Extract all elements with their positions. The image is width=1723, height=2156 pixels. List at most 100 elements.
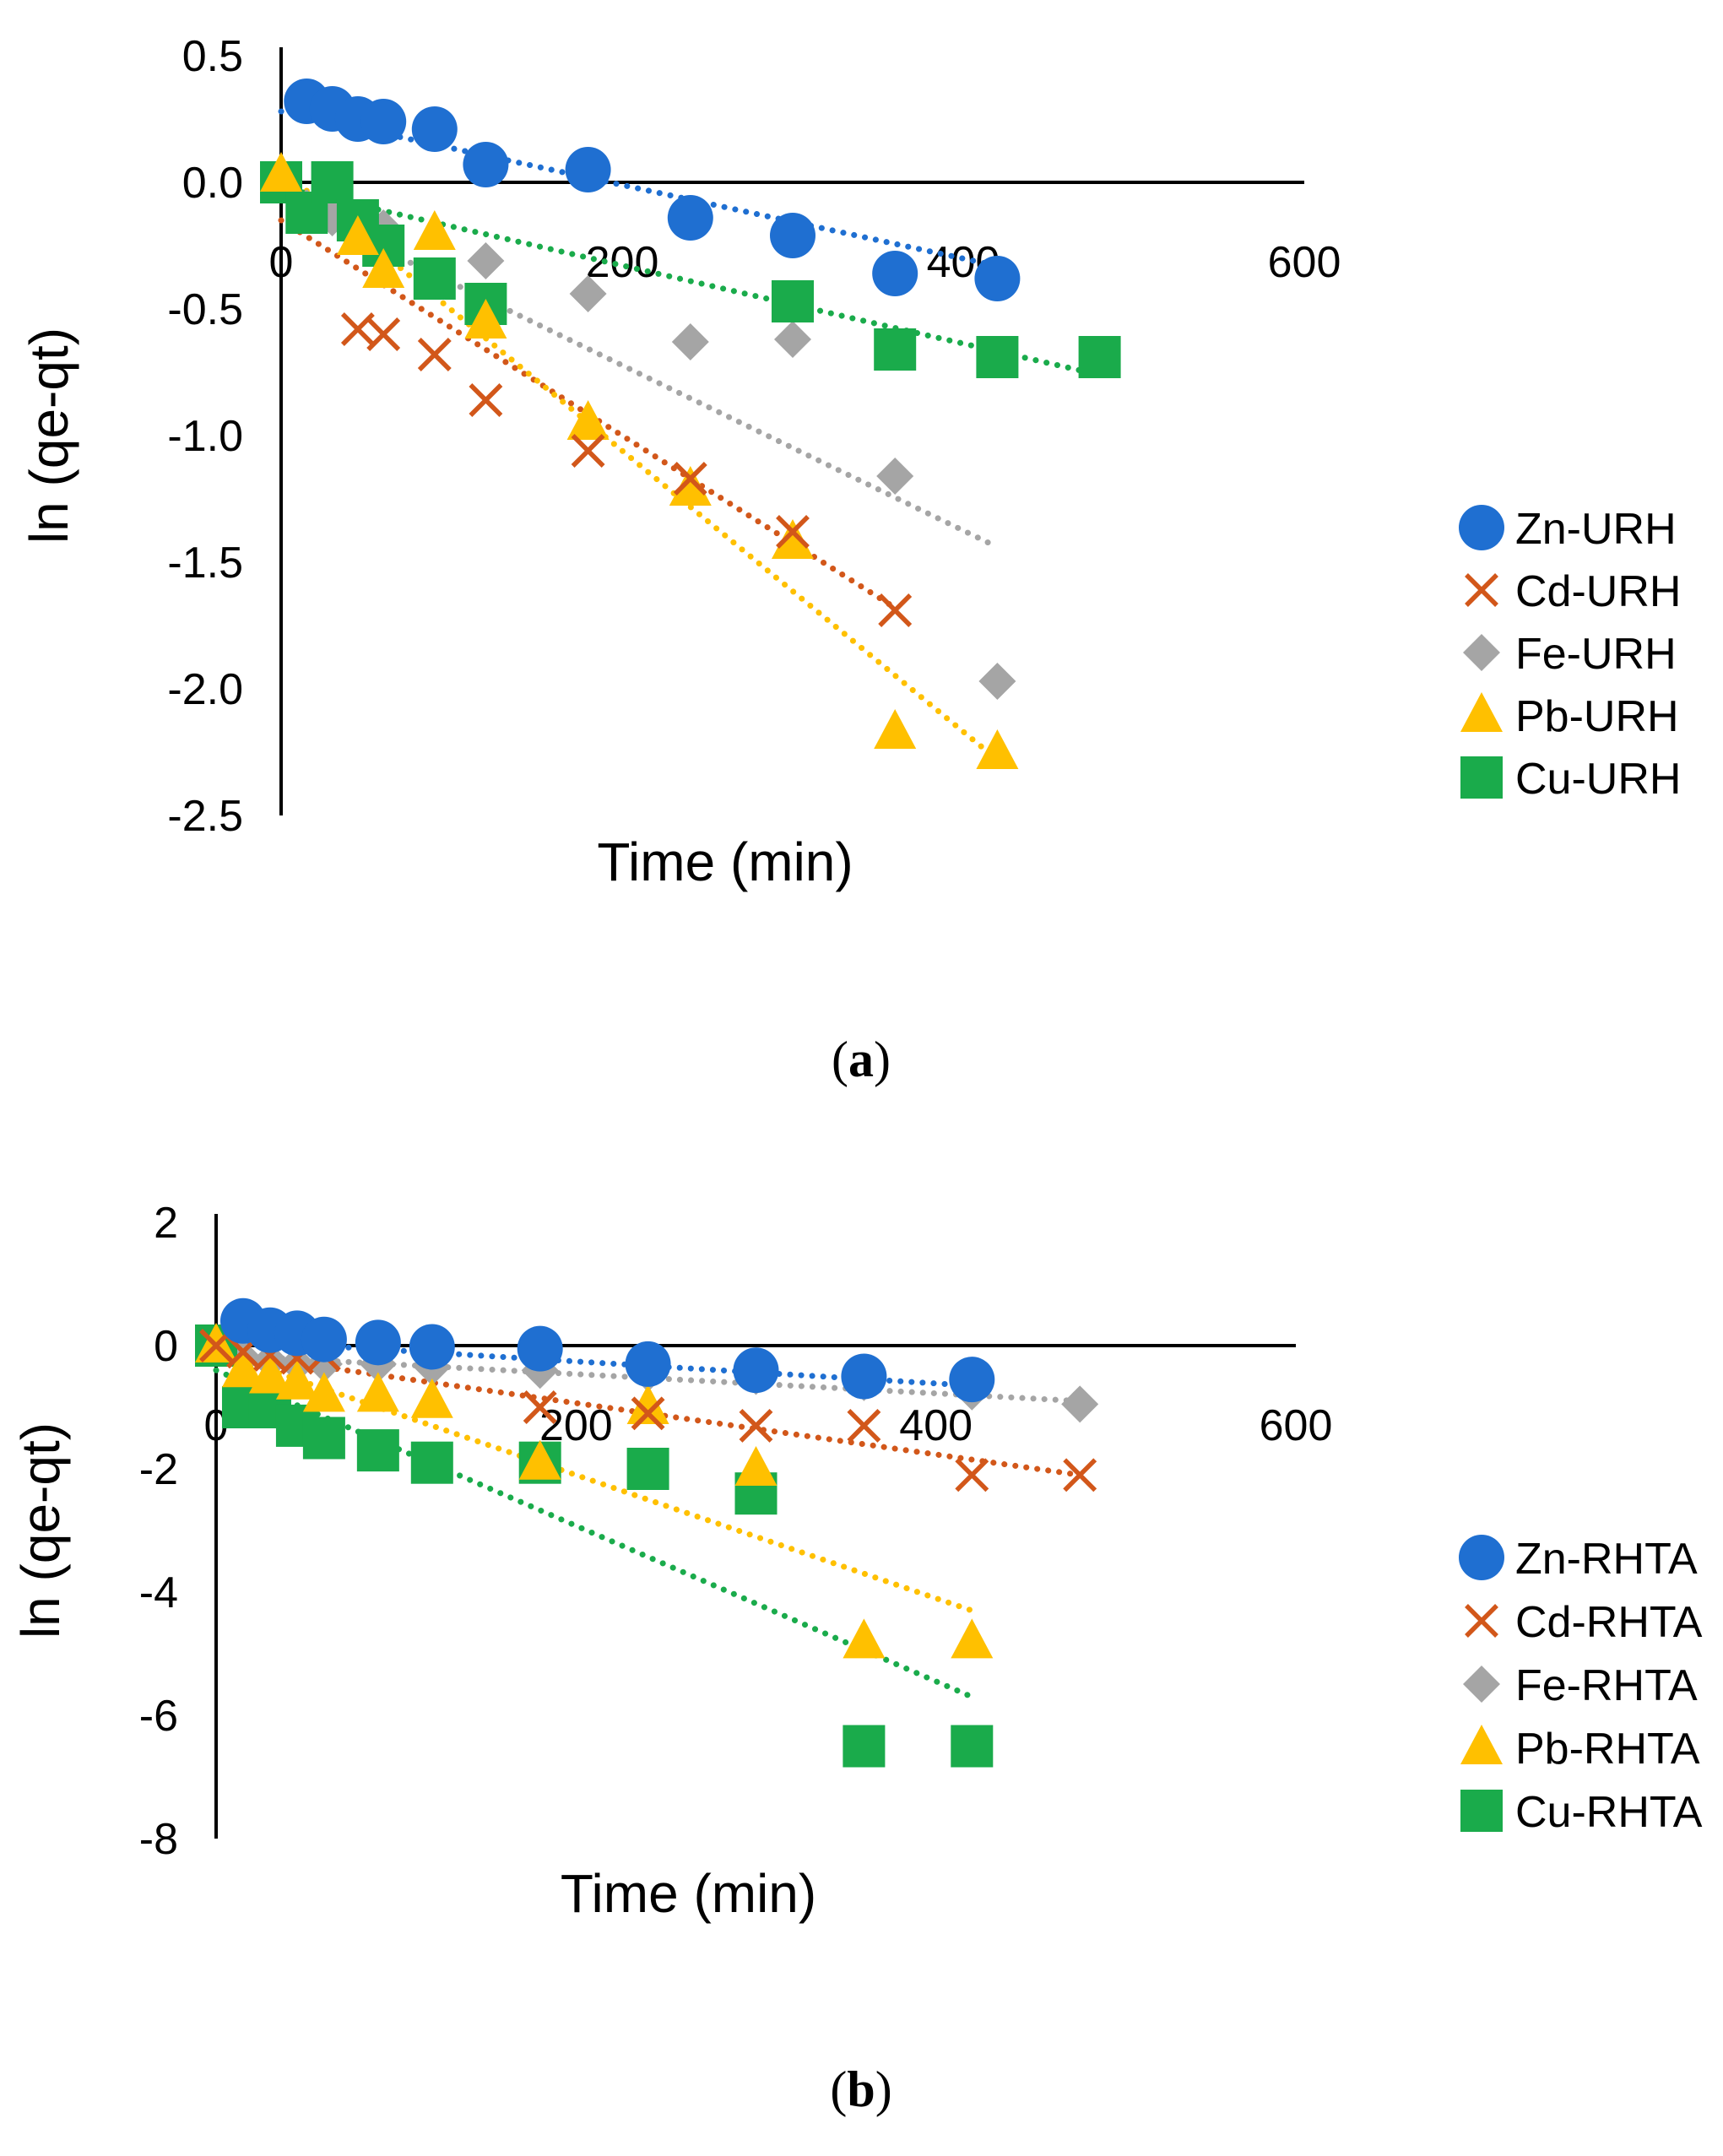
trendline-zn-urh: [278, 108, 1000, 269]
x-axis-title: Time (min): [597, 832, 853, 892]
data-point-pb-urh: [336, 215, 379, 255]
data-point-zn-urh: [667, 195, 713, 241]
legend-item-pb-urh: Pb-URH: [1460, 692, 1679, 741]
data-point-cu-urh: [311, 161, 354, 203]
data-point-pb-urh: [413, 210, 456, 250]
y-tick-label: -2.5: [167, 792, 243, 841]
legend-item-cu-rhta: Cu-RHTA: [1460, 1788, 1703, 1837]
data-point-fe-urh: [569, 275, 607, 312]
data-point-cu-rhta: [843, 1725, 886, 1768]
data-point-zn-urh: [770, 213, 815, 258]
data-point-cd-urh: [776, 515, 810, 549]
data-point-cd-urh: [673, 462, 707, 496]
x-tick-label: 600: [1260, 1401, 1333, 1450]
data-point-pb-urh: [772, 519, 814, 559]
data-point-cd-rhta: [739, 1408, 773, 1443]
legend-label: Pb-URH: [1515, 692, 1679, 741]
trendline-cu-urh: [278, 184, 1103, 378]
x-tick-label: 0: [269, 238, 294, 287]
data-point-cd-rhta: [955, 1458, 989, 1492]
legend-label: Zn-URH: [1515, 505, 1677, 554]
y-tick-label: -2: [139, 1445, 178, 1494]
series-pb-rhta: [195, 1323, 994, 1659]
data-point-pb-urh: [566, 400, 610, 440]
data-point-fe-urh: [876, 458, 914, 495]
data-point-pb-rhta: [221, 1347, 264, 1388]
data-point-pb-rhta: [302, 1372, 345, 1412]
x-tick-label: 200: [586, 238, 659, 287]
legend-marker-cd-rhta: [1465, 1604, 1498, 1638]
legend: Zn-RHTA Cd-RHTA Fe-RHTA Pb-RHTA Cu-RHTA: [1459, 1535, 1703, 1837]
legend-marker-fe-rhta: [1463, 1666, 1500, 1703]
data-point-cd-urh: [340, 312, 375, 346]
data-point-cu-urh: [1078, 336, 1121, 378]
y-tick-label: -8: [139, 1815, 178, 1864]
data-point-zn-rhta: [625, 1341, 671, 1387]
series-cd-urh: [340, 312, 913, 627]
data-point-zn-rhta: [409, 1324, 455, 1370]
legend-marker-fe-urh: [1463, 634, 1500, 671]
y-tick-label: -0.5: [167, 285, 243, 334]
trendline-cd-rhta: [213, 1348, 1083, 1478]
data-point-cd-urh: [571, 434, 605, 468]
trendline-cu-rhta: [213, 1367, 975, 1700]
data-point-pb-urh: [976, 729, 1019, 769]
legend-label: Zn-RHTA: [1515, 1535, 1698, 1584]
data-point-pb-rhta: [356, 1372, 399, 1412]
data-point-cu-rhta: [410, 1441, 453, 1484]
data-point-pb-rhta: [843, 1618, 886, 1659]
data-point-cd-rhta: [523, 1390, 557, 1424]
y-axis-title: ln (qe-qt): [19, 328, 79, 544]
y-tick-label: 0.0: [182, 159, 243, 208]
legend-label: Cd-RHTA: [1515, 1598, 1703, 1647]
data-point-pb-rhta: [518, 1439, 561, 1480]
data-point-cd-urh: [878, 593, 913, 627]
data-point-pb-rhta: [626, 1384, 669, 1424]
data-point-cd-rhta: [1063, 1458, 1097, 1492]
x-tick-label: 600: [1268, 238, 1341, 287]
y-tick-label: 0.5: [182, 32, 243, 81]
panel-label: (a): [832, 1032, 891, 1087]
data-point-zn-urh: [360, 99, 407, 144]
data-point-fe-urh: [467, 242, 505, 279]
legend: Zn-URH Cd-URH Fe-URH Pb-URH Cu-URH: [1459, 505, 1681, 804]
x-tick-label: 400: [899, 1401, 973, 1450]
data-point-zn-rhta: [517, 1325, 563, 1372]
legend-label: Fe-URH: [1515, 630, 1677, 679]
trendline-pb-urh: [278, 166, 1000, 763]
data-point-cu-urh: [874, 328, 917, 371]
legend-marker-cu-rhta: [1460, 1790, 1503, 1832]
series-zn-urh: [284, 79, 1021, 301]
y-tick-label: 2: [154, 1199, 178, 1248]
x-axis-title: Time (min): [561, 1863, 816, 1924]
legend-marker-zn-urh: [1459, 505, 1504, 550]
panel-label: (b): [830, 2061, 891, 2117]
data-point-pb-rhta: [248, 1353, 291, 1394]
series-zn-rhta: [219, 1297, 995, 1403]
data-point-fe-urh: [978, 663, 1016, 700]
data-point-cd-urh: [366, 317, 401, 351]
legend-item-cd-urh: Cd-URH: [1465, 567, 1681, 616]
legend-marker-cd-urh: [1465, 573, 1498, 607]
legend-label: Cu-URH: [1515, 755, 1681, 804]
chart-panel-a: 0.50.0-0.5-1.0-1.5-2.0-2.50 200 400 600Time…: [19, 32, 1681, 1087]
y-tick-label: 0: [154, 1322, 178, 1371]
data-point-fe-urh: [774, 321, 811, 358]
data-point-zn-urh: [411, 106, 458, 152]
data-point-zn-rhta: [301, 1316, 347, 1362]
data-point-zn-urh: [872, 251, 918, 296]
y-axis-title: ln (qe-qt): [10, 1422, 71, 1639]
y-tick-label: -1.0: [167, 412, 243, 461]
legend-item-fe-urh: Fe-URH: [1463, 630, 1677, 679]
data-point-pb-urh: [362, 248, 405, 288]
legend-marker-cu-urh: [1460, 756, 1503, 799]
data-point-pb-rhta: [275, 1359, 318, 1400]
data-point-pb-urh: [669, 466, 712, 506]
data-point-pb-urh: [874, 709, 917, 749]
data-point-pb-urh: [260, 152, 302, 192]
data-point-zn-rhta: [733, 1347, 779, 1394]
data-point-cu-urh: [772, 280, 814, 322]
data-point-cd-rhta: [631, 1396, 665, 1431]
